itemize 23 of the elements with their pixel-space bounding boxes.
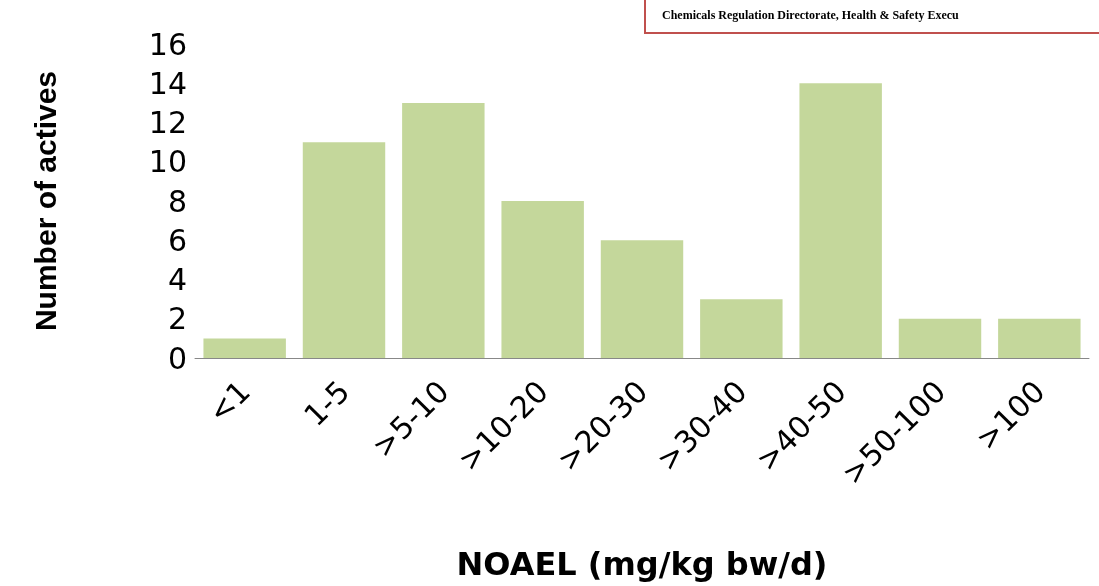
y-tick-label: 14 <box>148 65 187 101</box>
bar <box>302 142 386 358</box>
text: Chemicals Regulation Directorate, Health & Safety Execu <box>662 8 959 23</box>
x-tick-label: 1-5 <box>296 373 357 434</box>
y-tick-label: 6 <box>167 222 187 258</box>
bar <box>600 240 684 358</box>
bar <box>700 299 783 358</box>
y-tick-label: 10 <box>148 144 187 180</box>
y-tick-label: 0 <box>167 340 187 376</box>
bar <box>898 318 982 358</box>
bar <box>998 318 1081 358</box>
bar <box>402 102 485 358</box>
y-tick-label: 12 <box>148 105 187 140</box>
y-tick-label: 8 <box>167 183 187 219</box>
x-axis-title: NOAEL (mg/kg bw/d) <box>456 545 828 583</box>
bar <box>203 338 286 358</box>
y-tick-label: 2 <box>167 301 187 337</box>
y-tick-label: 16 <box>148 26 187 62</box>
y-tick-label: 4 <box>167 262 187 297</box>
y-axis-title: Number of actives <box>28 70 62 332</box>
bar <box>501 201 584 358</box>
bar <box>799 83 882 358</box>
x-tick-label: <1 <box>201 373 258 430</box>
